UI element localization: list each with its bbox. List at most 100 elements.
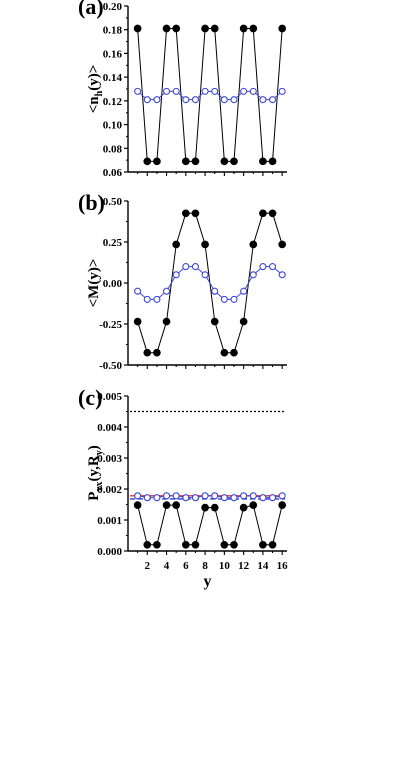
data-point — [162, 501, 171, 509]
series-0-line — [137, 504, 283, 546]
data-point — [182, 263, 190, 271]
y-tick-label: 0.20 — [103, 1, 123, 13]
x-tick-label: 16 — [277, 560, 289, 572]
data-point — [201, 240, 209, 249]
data-point — [143, 540, 152, 549]
data-point — [239, 503, 248, 512]
series-1-line — [137, 90, 283, 101]
ylabel-part: P — [86, 492, 102, 501]
series-1-line — [137, 495, 283, 499]
ylabel-part: (y,R — [86, 455, 102, 481]
data-point — [201, 492, 209, 500]
data-point — [162, 492, 171, 500]
data-point — [278, 24, 287, 33]
ylabel-part: y — [94, 450, 105, 455]
y-tick-label: -0.25 — [99, 319, 122, 331]
data-point — [230, 348, 238, 357]
data-point — [172, 492, 180, 500]
x-tick-label: 10 — [219, 560, 231, 572]
y-tick-label: 0.16 — [103, 48, 123, 60]
x-tick-label: 4 — [164, 560, 170, 572]
y-tick-label: 0.000 — [97, 546, 122, 558]
data-point — [268, 96, 277, 104]
ylabel-part: (y)> — [86, 65, 102, 91]
data-point — [210, 317, 219, 326]
data-point — [162, 24, 171, 33]
data-point — [201, 87, 209, 95]
data-point — [211, 492, 219, 500]
data-point — [249, 87, 257, 95]
panel-c: (c) 0.000 0.001 0.002 0.003 0.004 0.005 2 4 6 8 10 1… — [78, 385, 288, 590]
data-point — [230, 540, 238, 549]
y-tick-label: 0.00 — [103, 278, 123, 290]
panel-a: (a) 0.06 0.08 0.10 0.12 0.14 0.16 0.18 0.20 <nh(y… — [78, 0, 287, 179]
panel-letter: (b) — [78, 190, 105, 215]
data-point — [191, 494, 200, 502]
data-point — [249, 24, 258, 33]
data-point — [201, 503, 209, 512]
data-point — [153, 540, 161, 549]
data-point — [143, 494, 151, 502]
data-point — [259, 96, 267, 104]
data-point — [172, 24, 181, 33]
panel-letter: (a) — [78, 0, 104, 19]
data-point — [181, 209, 190, 218]
data-point — [172, 501, 181, 509]
data-point — [230, 295, 238, 303]
data-point — [239, 24, 248, 33]
y-tick-label: 0.25 — [103, 237, 123, 249]
data-point — [220, 494, 228, 502]
data-point — [278, 271, 286, 279]
data-point — [153, 295, 161, 303]
series-1-line — [137, 266, 283, 300]
data-point — [268, 494, 277, 502]
panel-letter: (c) — [78, 385, 102, 410]
data-point — [211, 87, 219, 95]
data-point — [278, 87, 286, 95]
data-point — [191, 157, 200, 166]
data-point — [240, 87, 248, 95]
data-point — [259, 540, 267, 549]
data-point — [133, 317, 142, 326]
data-point — [268, 157, 277, 166]
data-point — [230, 494, 238, 502]
y-axis-label: <nh(y)> — [86, 65, 105, 114]
x-tick-label: 12 — [238, 560, 250, 572]
data-point — [201, 271, 209, 279]
y-tick-label: 0.10 — [103, 120, 123, 132]
panel-b: (b) -0.50 -0.25 0.00 0.25 0.50 <M(y)> — [78, 190, 287, 372]
data-point — [191, 540, 200, 549]
y-axis-label: Pxx(y,Ry) — [86, 445, 105, 500]
data-point — [278, 240, 287, 249]
data-point — [249, 501, 258, 509]
data-point — [249, 271, 257, 279]
data-point — [181, 157, 190, 166]
y-tick-label: 0.002 — [97, 484, 122, 496]
data-point — [153, 96, 161, 104]
data-point — [220, 96, 228, 104]
y-tick-label: -0.50 — [99, 360, 122, 372]
data-point — [220, 348, 229, 357]
data-point — [182, 96, 190, 104]
data-point — [278, 492, 286, 500]
data-point — [249, 492, 257, 500]
data-point — [249, 240, 258, 249]
ylabel-part: ) — [86, 445, 102, 450]
data-point — [259, 263, 267, 271]
data-point — [153, 494, 161, 502]
y-tick-label: 0.18 — [103, 25, 123, 37]
data-point — [259, 494, 267, 502]
y-tick-label: 0.08 — [103, 143, 123, 155]
y-tick-label: 0.06 — [103, 167, 123, 179]
data-point — [268, 263, 277, 271]
data-point — [220, 540, 229, 549]
ylabel-part: <n — [86, 96, 102, 114]
y-tick-label: 0.001 — [97, 515, 122, 527]
data-point — [210, 24, 219, 33]
data-point — [191, 96, 200, 104]
data-point — [143, 348, 152, 357]
data-point — [201, 24, 209, 33]
y-tick-label: 0.50 — [103, 196, 123, 208]
data-point — [240, 492, 248, 500]
